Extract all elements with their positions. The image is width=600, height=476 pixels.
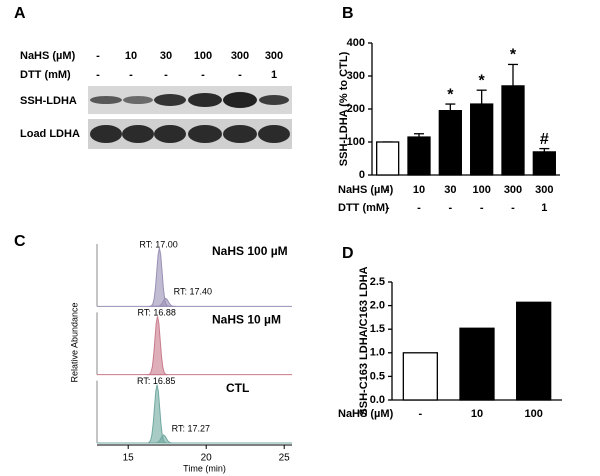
blot-images — [88, 86, 292, 149]
y-axis-title: Relative Abundance — [69, 302, 79, 382]
y-tick-label: 300 — [347, 70, 365, 82]
x-tick-label: - — [386, 184, 390, 196]
bar — [376, 141, 400, 176]
condition-label: NaHS (µM) — [20, 50, 76, 62]
y-tick-label: 0.0 — [370, 394, 385, 406]
bar — [459, 327, 495, 401]
peak — [154, 297, 177, 307]
x-row-label: DTT (mM) — [338, 202, 389, 214]
bar — [470, 103, 494, 176]
x-tick-label: 10 — [413, 184, 425, 196]
condition-value: 300 — [265, 50, 283, 62]
trace-label: CTL — [226, 381, 249, 395]
annotation: # — [540, 131, 549, 148]
panel-letter: A — [14, 5, 26, 22]
x-tick-label: 1 — [541, 202, 547, 214]
condition-value: 1 — [271, 69, 277, 81]
x-tick-label: 30 — [444, 184, 456, 196]
panel-letter: D — [342, 245, 354, 262]
peak-label: RT: 17.00 — [139, 239, 177, 249]
y-tick-label: 100 — [347, 136, 365, 148]
y-tick-label: 400 — [347, 37, 365, 49]
trace-label: NaHS 10 µM — [212, 313, 281, 327]
x-tick-label: 15 — [123, 453, 135, 464]
blot-bands — [90, 92, 290, 143]
condition-value: 100 — [194, 50, 212, 62]
x-tick-label: - — [417, 202, 421, 214]
x-tick-label: 100 — [472, 184, 490, 196]
x-row-label: NaHS (µM) — [338, 184, 394, 196]
peak — [146, 316, 168, 376]
y-tick-label: 2.0 — [370, 300, 385, 312]
peak-label: RT: 17.27 — [172, 423, 210, 433]
bar — [516, 301, 552, 401]
y-tick-label: 200 — [347, 103, 365, 115]
peak — [148, 247, 170, 307]
x-tick-label: - — [448, 202, 452, 214]
bar — [407, 136, 431, 176]
bar — [501, 85, 525, 176]
x-tick-label: 20 — [201, 453, 213, 464]
annotation: * — [447, 86, 454, 103]
peak — [152, 434, 175, 444]
y-tick-label: 1.0 — [370, 347, 385, 359]
condition-value: - — [238, 69, 242, 81]
y-tick-label: 1.5 — [370, 323, 385, 335]
panel-letter: B — [342, 5, 354, 22]
x-row-label: NaHS (µM) — [338, 408, 394, 420]
x-tick-label: - — [480, 202, 484, 214]
condition-value: - — [96, 69, 100, 81]
panel-letter: C — [14, 233, 26, 250]
peak-label: RT: 16.88 — [138, 308, 176, 318]
condition-value: - — [164, 69, 168, 81]
x-tick-label: 100 — [524, 408, 542, 420]
condition-value: 300 — [231, 50, 249, 62]
blot-label: Load LDHA — [20, 128, 80, 140]
condition-value: - — [96, 50, 100, 62]
x-tick-label: - — [511, 202, 515, 214]
condition-value: - — [201, 69, 205, 81]
bar — [438, 110, 462, 176]
trace-label: NaHS 100 µM — [212, 244, 288, 258]
y-axis-title: SSH-LDHA (% to CTL) — [338, 51, 350, 166]
annotation: * — [479, 72, 486, 89]
peak — [146, 384, 168, 444]
y-axis-title: SSH-C163 LDHA/C163 LDHA — [358, 266, 370, 415]
blot-label: SSH-LDHA — [20, 95, 77, 107]
annotation: * — [510, 47, 517, 64]
condition-value: - — [129, 69, 133, 81]
x-tick-label: 25 — [279, 453, 291, 464]
x-tick-label: 10 — [471, 408, 483, 420]
x-axis-title: Time (min) — [183, 463, 226, 473]
x-tick-label: - — [386, 202, 390, 214]
condition-value: 10 — [125, 50, 137, 62]
x-tick-label: 300 — [504, 184, 522, 196]
y-tick-label: 2.5 — [370, 276, 385, 288]
peak-label: RT: 16.85 — [137, 376, 175, 386]
y-tick-label: 0 — [359, 169, 365, 181]
peak-label: RT: 17.40 — [174, 287, 212, 297]
x-tick-label: - — [418, 408, 422, 420]
bar — [532, 151, 556, 176]
condition-value: 30 — [160, 50, 172, 62]
condition-label: DTT (mM) — [20, 69, 71, 81]
y-tick-label: 0.5 — [370, 370, 385, 382]
bar — [402, 352, 438, 401]
x-tick-label: 300 — [535, 184, 553, 196]
